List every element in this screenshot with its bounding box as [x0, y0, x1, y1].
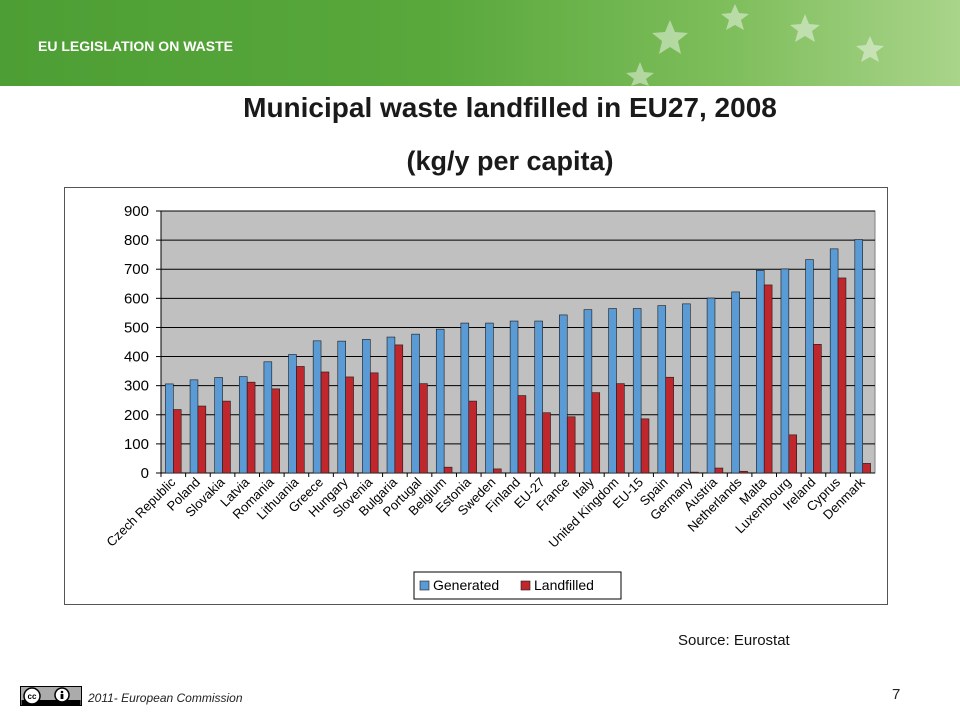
bar-landfilled	[296, 366, 305, 474]
bar-generated	[386, 336, 396, 474]
bar-landfilled	[468, 400, 477, 474]
bar-landfilled	[690, 471, 699, 474]
legend-box	[413, 571, 622, 600]
bar-landfilled	[173, 409, 182, 474]
bar-generated	[608, 308, 617, 474]
star-icon	[790, 14, 820, 42]
y-tick-label: 600	[124, 290, 149, 307]
bar-landfilled	[517, 395, 527, 474]
y-tick-label: 100	[124, 436, 149, 453]
y-tick-label: 800	[124, 232, 149, 249]
bar-landfilled	[271, 388, 280, 474]
eu-stars-decoration	[626, 4, 884, 86]
bar-generated	[780, 268, 790, 474]
bar-generated	[509, 320, 519, 474]
bar-generated	[263, 361, 273, 474]
bar-generated	[682, 303, 691, 474]
bar-landfilled	[369, 372, 379, 474]
bar-landfilled	[714, 467, 724, 474]
bar-landfilled	[591, 392, 601, 474]
svg-text:cc: cc	[28, 692, 37, 701]
bar-generated	[485, 322, 494, 474]
bar-generated	[731, 291, 740, 474]
bar-generated	[435, 328, 445, 474]
bar-generated	[706, 297, 716, 474]
y-tick-label: 400	[124, 349, 149, 366]
star-icon	[721, 4, 749, 30]
bar-chart: 0 100 200 300 400 500 600 700 800 900 Czech Republ…	[103, 203, 876, 600]
bar-landfilled	[320, 371, 330, 474]
bar-landfilled	[197, 405, 207, 474]
bar-generated	[362, 339, 371, 474]
bar-generated	[460, 322, 470, 474]
bar-generated	[632, 308, 642, 474]
bar-generated	[312, 340, 322, 474]
y-tick-label: 200	[124, 407, 149, 424]
bar-landfilled	[493, 468, 502, 474]
bar-landfilled	[616, 383, 625, 474]
cc-by-license-icon: cc	[20, 686, 82, 706]
bar-generated	[238, 376, 248, 474]
chart-frame: 0 100 200 300 400 500 600 700 800 900 Czech Republ…	[64, 187, 888, 605]
bar-landfilled	[419, 383, 428, 474]
header-label: EU LEGISLATION ON WASTE	[38, 38, 233, 54]
bar-generated	[337, 340, 346, 474]
bar-generated	[214, 377, 223, 474]
bar-generated	[805, 259, 814, 474]
bar-landfilled	[443, 466, 453, 474]
bar-generated	[657, 305, 667, 474]
bar-generated	[583, 309, 593, 474]
bar-generated	[829, 248, 839, 474]
legend-landfilled-label: Landfilled	[534, 577, 594, 593]
source-note: Source: Eurostat	[678, 632, 790, 649]
bar-generated	[534, 320, 543, 474]
header-banner: EU LEGISLATION ON WASTE	[0, 0, 960, 86]
bar-landfilled	[837, 277, 847, 474]
y-tick-label: 900	[124, 203, 149, 220]
bar-landfilled	[345, 376, 354, 474]
bar-generated	[854, 239, 863, 474]
bar-generated	[189, 379, 199, 474]
bar-landfilled	[222, 400, 231, 474]
bar-landfilled	[813, 344, 822, 474]
chart-subtitle: (kg/y per capita)	[406, 146, 614, 176]
bar-generated	[559, 314, 568, 474]
bar-landfilled	[665, 376, 674, 474]
bar-landfilled	[763, 284, 773, 474]
legend-generated-label: Generated	[433, 577, 499, 593]
legend-generated-swatch	[419, 580, 430, 591]
bar-landfilled	[566, 416, 576, 474]
y-tick-label: 500	[124, 319, 149, 336]
star-icon	[652, 20, 688, 54]
bar-landfilled	[542, 412, 551, 474]
bar-landfilled	[788, 434, 798, 474]
star-icon	[856, 36, 884, 62]
chart-title: Municipal waste landfilled in EU27, 2008	[243, 92, 777, 123]
bar-generated	[756, 270, 765, 474]
bar-landfilled	[640, 418, 650, 474]
bar-landfilled	[739, 470, 748, 474]
page-number: 7	[892, 686, 901, 703]
star-icon	[626, 62, 654, 86]
footer-copyright: 2011- European Commission	[88, 691, 243, 705]
bar-generated	[288, 354, 297, 474]
bar-generated	[165, 383, 174, 474]
bar-landfilled	[862, 463, 871, 474]
y-tick-label: 0	[141, 465, 149, 482]
legend-landfilled-swatch	[520, 580, 531, 591]
bar-generated	[411, 333, 420, 474]
x-tick-label: Czech Republic	[103, 474, 178, 549]
y-tick-label: 300	[124, 378, 149, 395]
bar-landfilled	[246, 381, 256, 474]
bar-landfilled	[394, 344, 404, 474]
y-tick-label: 700	[124, 261, 149, 278]
